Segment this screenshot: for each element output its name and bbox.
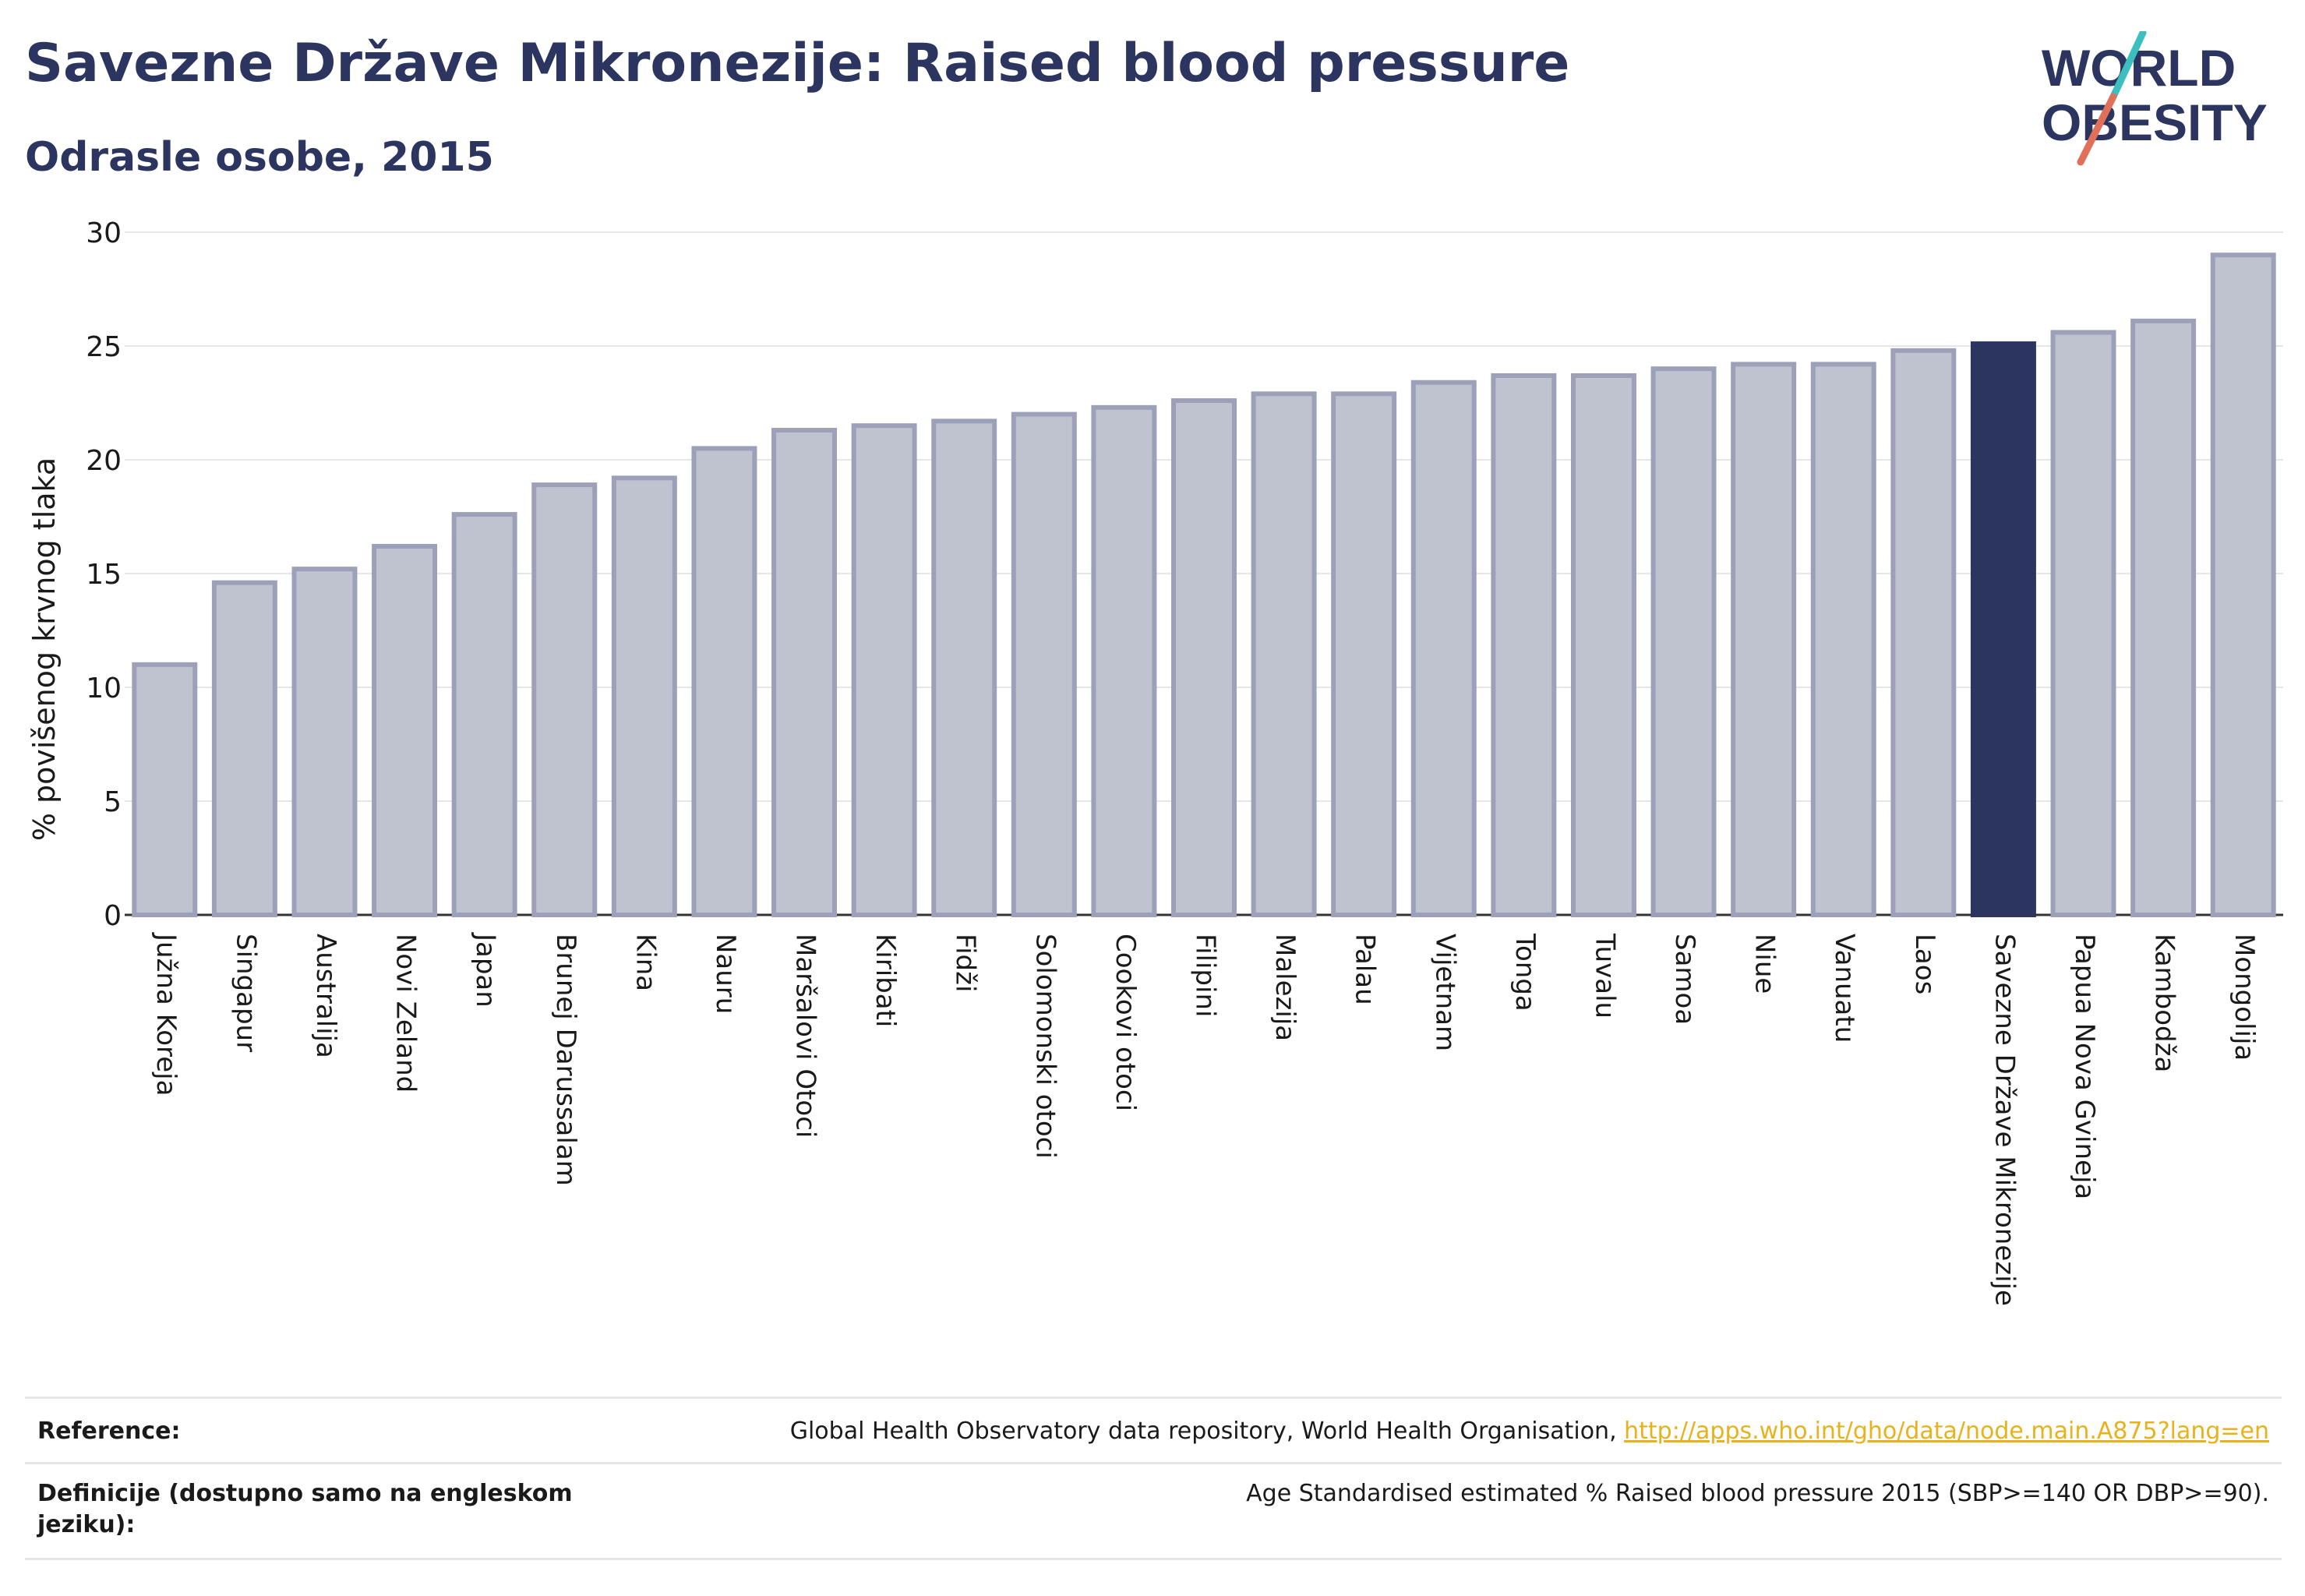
y-tick-label: 25 [86, 331, 122, 363]
x-tick-label: Brunej Darussalam [550, 934, 581, 1186]
bar [1491, 373, 1557, 917]
bar [2050, 330, 2116, 918]
x-tick-label: Nauru [710, 934, 741, 1014]
bar [1731, 362, 1797, 917]
bar [291, 567, 358, 917]
x-tick-label: Samoa [1669, 934, 1700, 1025]
x-tick-label: Niue [1749, 934, 1781, 994]
reference-link[interactable]: http://apps.who.int/gho/data/node.main.A… [1624, 1418, 2269, 1445]
definition-value: Age Standardised estimated % Raised bloo… [1246, 1480, 2269, 1507]
bar [1171, 398, 1237, 917]
bar-chart: 0 5 10 15 20 25 30 Južna Koreja Singapur Austral… [27, 217, 2283, 1306]
bar [531, 482, 598, 917]
x-tick-label: Filipini [1190, 934, 1221, 1017]
x-tick-label: Solomonski otoci [1029, 934, 1061, 1159]
x-tick-label: Palau [1350, 934, 1381, 1005]
bar [691, 446, 757, 917]
definition-label: Definicije (dostupno samo na engleskom j… [37, 1480, 573, 1538]
bar [1331, 391, 1397, 917]
y-axis-label: % povišenog krvnog tlaka [27, 457, 62, 841]
bars [132, 252, 2276, 918]
reference-text: Global Health Observatory data repositor… [789, 1418, 1625, 1445]
bar [851, 423, 917, 917]
bar [1890, 348, 1957, 917]
x-tick-label: Papua Nova Gvineja [2069, 934, 2100, 1199]
logo-line2: OBESITY [2042, 94, 2268, 151]
chart-subtitle: Odrasle osobe, 2015 [25, 134, 494, 181]
bar [1251, 391, 1317, 917]
x-tick-label: Australija [310, 934, 341, 1058]
reference-row: Reference: Global Health Observatory dat… [25, 1396, 2282, 1462]
x-tick-label: Tonga [1509, 933, 1541, 1012]
bar-highlighted [1970, 341, 2036, 917]
x-tick-label: Mongolija [2229, 934, 2260, 1061]
bar [771, 428, 838, 917]
bar [372, 543, 438, 918]
y-tick-label: 30 [86, 217, 122, 249]
y-tick-label: 5 [104, 786, 122, 818]
reference-value: Global Health Observatory data repositor… [790, 1416, 2269, 1447]
x-tick-label: Vanuatu [1829, 934, 1860, 1043]
x-tick-label: Cookovi otoci [1110, 934, 1141, 1111]
reference-table: Reference: Global Health Observatory dat… [25, 1396, 2282, 1560]
bar [1570, 373, 1636, 917]
y-tick-labels: 0 5 10 15 20 25 30 [86, 217, 122, 932]
bar [132, 662, 198, 917]
world-obesity-logo: WORLD OBESITY [2042, 31, 2268, 166]
x-tick-label: Novi Zeland [390, 934, 422, 1093]
x-tick-label: Malezija [1269, 934, 1301, 1041]
bar [451, 512, 517, 917]
definition-row: Definicije (dostupno samo na engleskom j… [25, 1462, 2282, 1560]
bar [931, 418, 997, 917]
x-tick-label: Laos [1909, 934, 1940, 994]
bar [1011, 411, 1077, 917]
x-tick-label: Tuvalu [1589, 933, 1620, 1019]
x-tick-label: Savezne Države Mikronezije [1989, 934, 2020, 1306]
x-tick-label: Kiribati [870, 934, 901, 1027]
y-tick-label: 0 [104, 900, 122, 932]
x-tick-label: Kambodža [2149, 934, 2180, 1072]
bar [1810, 362, 1876, 917]
chart-title: Savezne Države Mikronezije: Raised blood… [25, 33, 1570, 94]
x-tick-label: Južna Koreja [150, 932, 182, 1096]
x-tick-label: Fidži [950, 934, 981, 992]
y-tick-label: 10 [86, 673, 122, 704]
bar [1091, 404, 1157, 917]
reference-label: Reference: [37, 1418, 181, 1445]
bar [211, 580, 277, 917]
x-tick-label: Vijetnam [1429, 934, 1460, 1051]
y-tick-label: 20 [86, 445, 122, 477]
x-tick-label: Japan [470, 932, 501, 1008]
x-tick-label: Maršalovi Otoci [790, 934, 821, 1138]
bar [2210, 252, 2276, 917]
x-tick-labels: Južna Koreja Singapur Australija Novi Zelan… [150, 932, 2260, 1306]
y-tick-label: 15 [86, 559, 122, 591]
bar [1650, 366, 1717, 917]
x-tick-label: Kina [630, 934, 661, 991]
bar [1410, 380, 1477, 918]
bar [2130, 318, 2197, 917]
bar [611, 475, 677, 917]
x-tick-label: Singapur [230, 934, 261, 1052]
